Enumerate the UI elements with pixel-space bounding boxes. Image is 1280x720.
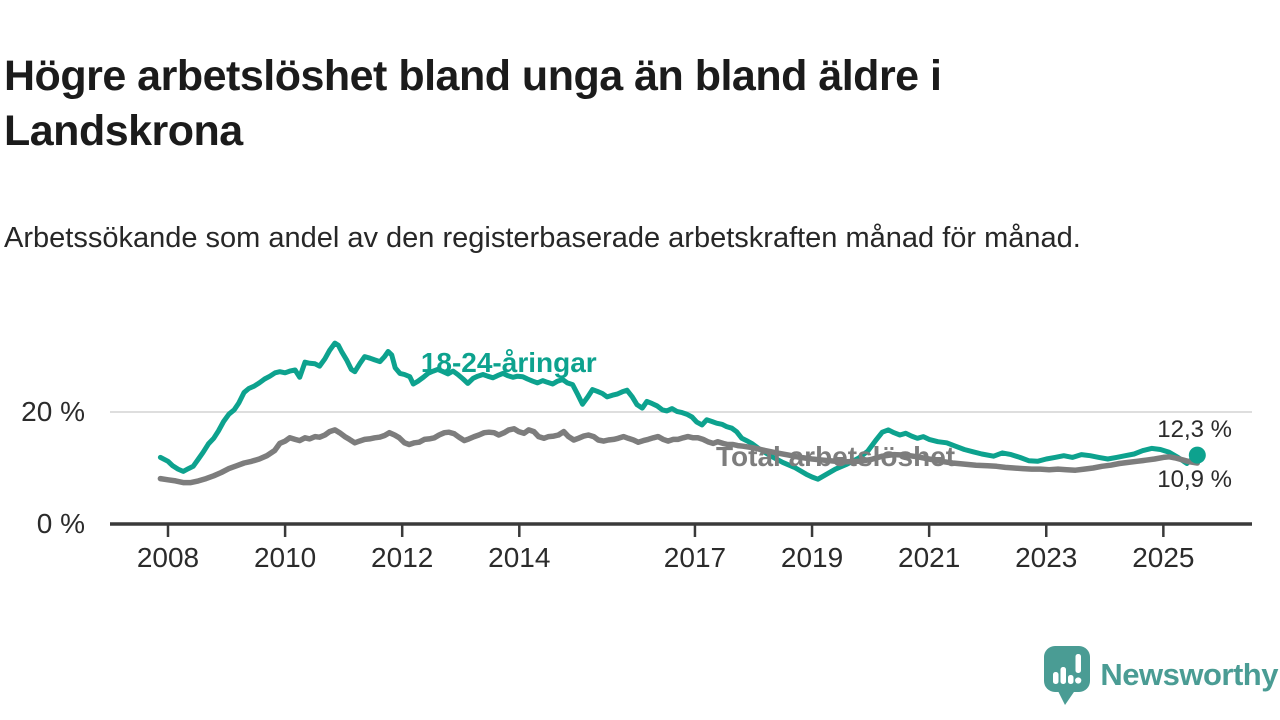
newsworthy-speech-bubble-bar-chart-icon (1044, 645, 1091, 705)
x-axis-tick-label: 2008 (137, 542, 199, 573)
x-axis-tick-label: 2012 (371, 542, 433, 573)
series-line-youth (157, 340, 1200, 482)
series-line-total (157, 426, 1201, 486)
chart-subtitle: Arbetssökande som andel av den registerb… (4, 222, 1081, 254)
y-axis-tick-label: 0 % (37, 508, 85, 539)
newsworthy-wordmark: Newsworthy (1100, 657, 1278, 692)
x-axis-tick-label: 2023 (1015, 542, 1077, 573)
x-axis-tick-label: 2021 (898, 542, 960, 573)
y-axis-tick-label: 20 % (21, 396, 85, 427)
page-title: Högre arbetslöshet bland unga än bland ä… (4, 51, 942, 155)
newsworthy-logo: Newsworthy (1043, 644, 1278, 706)
x-axis-tick-label: 2010 (254, 542, 316, 573)
series-inline-label: Total arbetslöshet (716, 441, 955, 472)
series-end-dot (1188, 446, 1206, 464)
series-inline-label: 18-24-åringar (421, 347, 597, 378)
x-axis-tick-label: 2017 (664, 542, 726, 573)
series-end-value-label: 10,9 % (1157, 466, 1232, 493)
x-axis-tick-label: 2014 (488, 542, 550, 573)
series-end-value-label: 12,3 % (1157, 416, 1232, 443)
x-axis-tick-label: 2025 (1132, 542, 1194, 573)
x-axis-tick-label: 2019 (781, 542, 843, 573)
